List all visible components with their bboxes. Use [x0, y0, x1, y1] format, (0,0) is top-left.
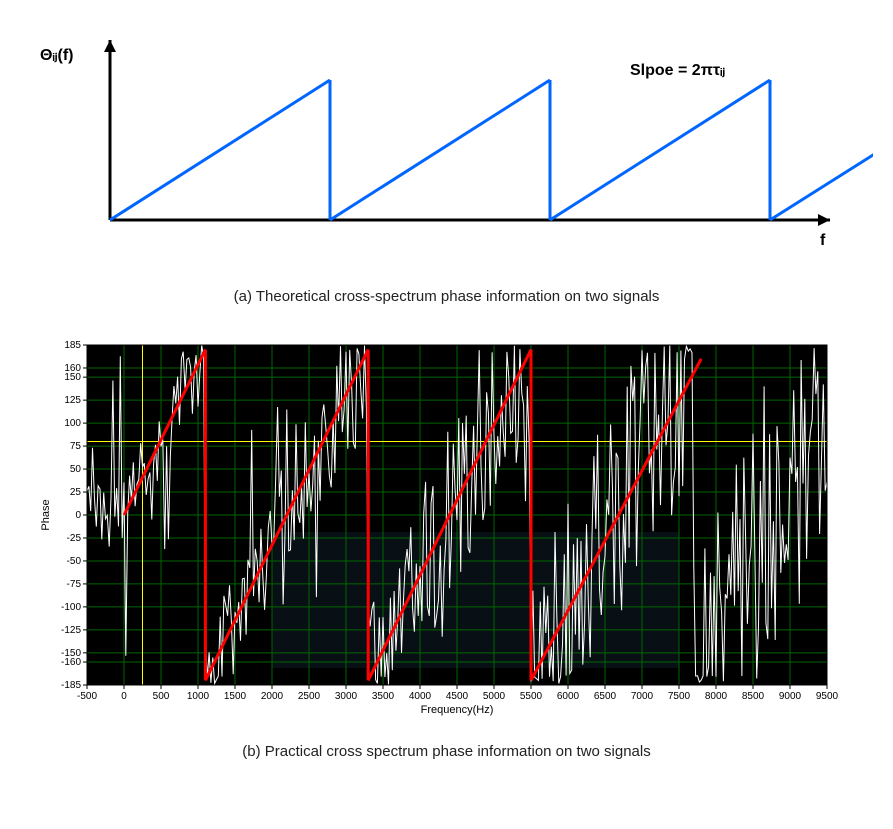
svg-text:f: f [820, 232, 826, 249]
svg-text:4500: 4500 [445, 691, 468, 702]
svg-text:25: 25 [69, 487, 81, 498]
svg-text:Frequency(Hz): Frequency(Hz) [420, 704, 493, 716]
svg-text:3000: 3000 [334, 691, 357, 702]
svg-text:0: 0 [75, 510, 81, 521]
svg-text:7500: 7500 [667, 691, 690, 702]
svg-text:2000: 2000 [260, 691, 283, 702]
svg-text:5500: 5500 [519, 691, 542, 702]
svg-text:Θᵢⱼ(f): Θᵢⱼ(f) [40, 47, 73, 64]
svg-text:9500: 9500 [815, 691, 838, 702]
svg-text:-50: -50 [66, 556, 81, 567]
svg-text:6000: 6000 [556, 691, 579, 702]
svg-text:3500: 3500 [371, 691, 394, 702]
svg-text:8500: 8500 [741, 691, 764, 702]
svg-text:-25: -25 [66, 533, 81, 544]
svg-text:-150: -150 [60, 648, 80, 659]
svg-text:-75: -75 [66, 579, 81, 590]
svg-text:6500: 6500 [593, 691, 616, 702]
svg-text:1500: 1500 [223, 691, 246, 702]
svg-text:-100: -100 [60, 602, 80, 613]
figure-b: -185-160-150-125-100-75-50-2502550751001… [20, 335, 873, 760]
svg-text:5000: 5000 [482, 691, 505, 702]
svg-text:-185: -185 [60, 680, 80, 691]
svg-text:-500: -500 [76, 691, 96, 702]
svg-text:75: 75 [69, 441, 81, 452]
svg-text:Phase: Phase [40, 499, 52, 530]
svg-text:185: 185 [64, 340, 81, 351]
svg-text:100: 100 [64, 418, 81, 429]
caption-b: (b) Practical cross spectrum phase infor… [20, 743, 873, 760]
caption-a: (a) Theoretical cross-spectrum phase inf… [20, 288, 873, 305]
chart-b-svg: -185-160-150-125-100-75-50-2502550751001… [37, 335, 857, 735]
svg-text:8000: 8000 [704, 691, 727, 702]
chart-a-svg: Θᵢⱼ(f) f Slpoe = 2πτᵢⱼ [20, 20, 873, 280]
svg-text:9000: 9000 [778, 691, 801, 702]
svg-text:-125: -125 [60, 625, 80, 636]
figure-a: Θᵢⱼ(f) f Slpoe = 2πτᵢⱼ (a) Theoretical cro… [20, 20, 873, 305]
svg-text:0: 0 [121, 691, 127, 702]
svg-text:4000: 4000 [408, 691, 431, 702]
svg-text:1000: 1000 [186, 691, 209, 702]
svg-text:125: 125 [64, 395, 81, 406]
svg-text:500: 500 [152, 691, 169, 702]
svg-text:50: 50 [69, 464, 81, 475]
svg-text:2500: 2500 [297, 691, 320, 702]
svg-text:7000: 7000 [630, 691, 653, 702]
svg-text:Slpoe = 2πτᵢⱼ: Slpoe = 2πτᵢⱼ [630, 62, 725, 79]
svg-text:160: 160 [64, 363, 81, 374]
